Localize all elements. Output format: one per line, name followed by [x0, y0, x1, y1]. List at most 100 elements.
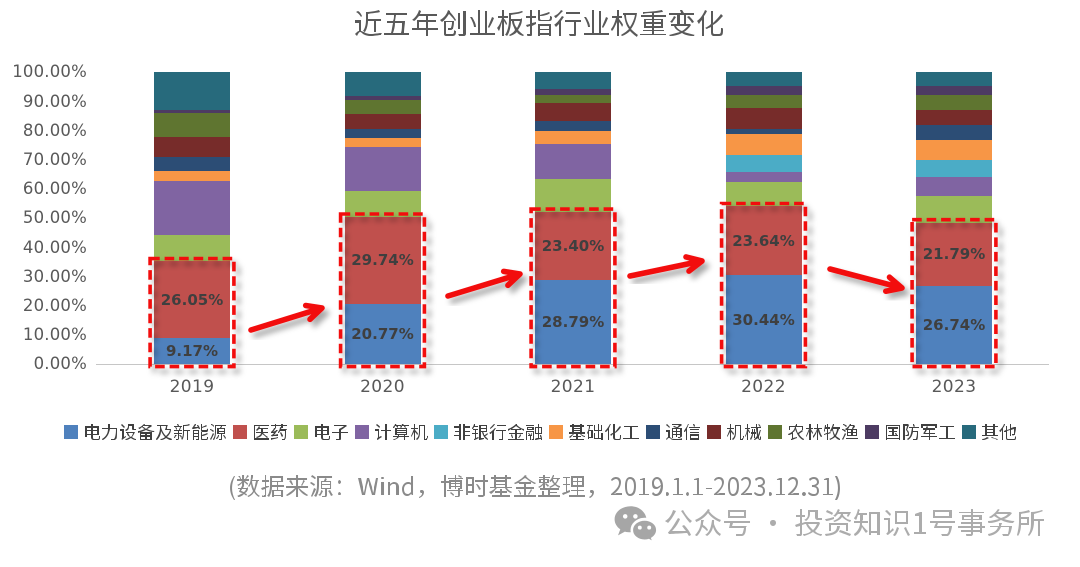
legend-item-6: 通信 — [645, 423, 701, 441]
bar-2020-value-label-1: 29.74% — [351, 251, 414, 270]
bar-2022-segment-10 — [725, 72, 802, 86]
legend-label-4: 非银行金融 — [453, 423, 543, 441]
bar-2019-segment-10 — [154, 72, 230, 110]
y-tick-label-9: 90.00% — [22, 91, 87, 111]
watermark-text-svg — [665, 508, 1044, 536]
bar-2019-segment-9 — [154, 109, 230, 113]
bar-2020-segment-9 — [344, 95, 421, 101]
legend-label-svg-0 — [84, 424, 226, 440]
watermark-text: 公众号 · 投资知识1号事务所 — [664, 508, 1045, 537]
legend-label-svg-8 — [787, 424, 858, 440]
source-note: (数据来源：Wind，博时基金整理，2019.1.1-2023.12.31) — [228, 474, 843, 500]
bar-2022-segment-4 — [725, 154, 802, 172]
bar-2023-segment-8 — [916, 95, 992, 110]
legend-swatch-10 — [961, 425, 976, 439]
legend-label-svg-5 — [568, 424, 639, 440]
x-axis-label-2020: 2020 — [360, 377, 405, 397]
bar-2021-segment-8 — [535, 94, 611, 104]
legend-item-5: 基础化工 — [548, 423, 640, 441]
legend-label-svg-7 — [726, 424, 761, 440]
legend-label-8: 农林牧渔 — [787, 423, 859, 441]
legend-item-9: 国防军工 — [864, 423, 956, 441]
bar-2020-segment-10 — [344, 72, 421, 96]
chart-title: 近五年创业板指行业权重变化 — [354, 9, 725, 38]
legend-label-7: 机械 — [726, 423, 762, 441]
bar-2019-value-label-0: 9.17% — [165, 341, 219, 360]
legend-swatch-9 — [864, 425, 879, 439]
trend-arrow-3 — [627, 254, 705, 279]
y-tick-label-7: 70.00% — [22, 149, 87, 169]
bar-2022-segment-5 — [725, 133, 802, 155]
legend-label-3: 计算机 — [374, 423, 428, 441]
legend-swatch-6 — [645, 425, 660, 439]
bar-2021-segment-6 — [535, 121, 611, 131]
bar-2021-segment-5 — [535, 130, 611, 144]
bar-2022-segment-3 — [725, 171, 802, 183]
bar-2020-segment-7 — [344, 113, 421, 129]
legend-item-7: 机械 — [706, 423, 762, 441]
bar-2019-value-label-1: 26.05% — [160, 290, 224, 309]
trend-arrow-2 — [445, 268, 523, 299]
legend: 电力设备及新能源 医药 电子 计算机 非银行金融 基础化工 通信 机械 农林牧渔… — [0, 423, 1080, 441]
bar-2022-value-label-0: 30.44% — [732, 310, 795, 329]
y-tick-label-1: 10.00% — [22, 325, 87, 345]
bar-2022-value-label-1: 23.64% — [732, 231, 795, 250]
legend-item-4: 非银行金融 — [433, 423, 543, 441]
y-tick-label-0: 0.00% — [33, 354, 87, 374]
x-axis-label-2021: 2021 — [550, 377, 596, 397]
bar-2021-value-label-1: 23.40% — [541, 237, 605, 256]
bar-2022-segment-2 — [725, 182, 802, 207]
bar-2021-segment-10 — [535, 72, 611, 90]
legend-swatch-8 — [767, 425, 782, 439]
x-axis-label-2023: 2023 — [931, 377, 977, 397]
legend-item-8: 农林牧渔 — [767, 423, 859, 441]
bar-2022-segment-7 — [725, 108, 802, 130]
chart-title-svg — [354, 10, 723, 37]
bar-2019-segment-6 — [154, 156, 230, 171]
bar-2023-segment-10 — [916, 72, 992, 86]
legend-label-6: 通信 — [665, 423, 701, 441]
x-axis-line — [96, 364, 1049, 365]
bar-2020-segment-6 — [344, 128, 421, 139]
bar-2021-segment-9 — [535, 89, 611, 95]
legend-label-1: 医药 — [252, 423, 288, 441]
bar-2020-segment-5 — [344, 138, 421, 148]
y-tick-label-10: 100.00% — [12, 62, 87, 82]
x-axis-label-2019: 2019 — [169, 377, 215, 397]
bar-2020-segment-8 — [344, 100, 421, 114]
bar-2023-segment-9 — [916, 85, 992, 96]
bar-2019-segment-2 — [154, 234, 230, 262]
bar-2020-segment-3 — [344, 147, 421, 191]
x-axis-label-2022: 2022 — [741, 377, 786, 397]
bar-2019-segment-3 — [154, 180, 230, 235]
bar-2021-segment-2 — [535, 178, 611, 212]
legend-label-svg-1 — [253, 424, 287, 440]
source-note-svg — [229, 474, 840, 500]
legend-label-0: 电力设备及新能源 — [83, 423, 227, 441]
wechat-icon — [614, 506, 659, 547]
bar-2019-segment-5 — [154, 170, 230, 181]
legend-item-3: 计算机 — [354, 423, 428, 441]
bar-2021-segment-7 — [535, 103, 611, 122]
legend-swatch-3 — [354, 425, 369, 439]
bar-2023-segment-5 — [916, 140, 992, 160]
legend-item-0: 电力设备及新能源 — [63, 423, 227, 441]
legend-swatch-0 — [63, 425, 78, 439]
bar-2023-value-label-1: 21.79% — [922, 245, 986, 264]
legend-label-svg-6 — [665, 424, 700, 440]
bar-2020-value-label-0: 20.77% — [351, 324, 414, 343]
legend-item-10: 其他 — [961, 423, 1017, 441]
y-tick-label-4: 40.00% — [22, 237, 87, 257]
legend-swatch-5 — [548, 425, 563, 439]
bar-2019-segment-7 — [154, 136, 230, 157]
trend-arrow-4 — [827, 266, 905, 294]
legend-swatch-1 — [232, 425, 247, 439]
legend-label-9: 国防军工 — [884, 423, 956, 441]
legend-label-2: 电子 — [313, 423, 349, 441]
legend-label-svg-2 — [314, 424, 348, 440]
legend-label-svg-10 — [981, 424, 1016, 440]
y-tick-label-6: 60.00% — [22, 179, 87, 199]
bar-2019-segment-8 — [154, 112, 230, 137]
bar-2022-segment-8 — [725, 94, 802, 109]
